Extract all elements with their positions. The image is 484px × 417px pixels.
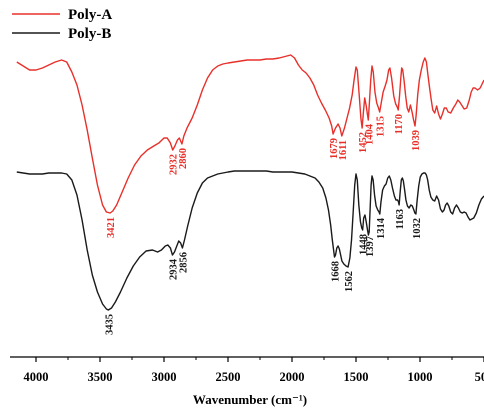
peak-label-poly-a-2932: 2932: [169, 154, 180, 175]
peak-label-poly-b-1314: 1314: [376, 217, 387, 239]
x-tick-label-3500: 3500: [88, 370, 113, 384]
peak-label-poly-a-1170: 1170: [394, 114, 405, 134]
peak-label-poly-b-1668: 1668: [331, 261, 342, 282]
x-tick-label-2000: 2000: [280, 370, 305, 384]
peak-label-poly-b-2934: 2934: [168, 258, 179, 280]
peak-label-poly-a-3421: 3421: [106, 217, 117, 238]
x-tick-label-4000: 4000: [24, 370, 49, 384]
peak-label-poly-a-1315: 1315: [376, 116, 387, 137]
legend: Poly-A Poly-B: [12, 7, 112, 42]
x-tick-label-1000: 1000: [408, 370, 433, 384]
peak-label-poly-b-1032: 1032: [412, 218, 423, 239]
peak-label-poly-a-1404: 1404: [364, 123, 375, 145]
peak-label-poly-b-2856: 2856: [178, 252, 189, 273]
peak-label-poly-b-1448: 1448: [359, 234, 370, 255]
x-tick-label-500: 500: [475, 370, 484, 384]
peak-label-poly-b-1163: 1163: [395, 209, 406, 229]
x-tick-label-3000: 3000: [152, 370, 177, 384]
peak-label-poly-b-1562: 1562: [344, 271, 355, 292]
legend-label-poly-a: Poly-A: [68, 7, 112, 23]
x-axis: 4000 3500 3000 2500 2000 1500 1000 500: [10, 356, 484, 384]
series-line-poly-b: [16, 170, 484, 311]
series-line-poly-a: [16, 54, 484, 214]
peak-label-poly-a-2860: 2860: [178, 148, 189, 169]
series-layer: [16, 54, 484, 311]
peak-label-poly-a-1679: 1679: [329, 138, 340, 159]
peak-label-poly-b-1397: 1397: [365, 236, 376, 257]
peak-label-poly-a-1039: 1039: [411, 130, 422, 151]
legend-label-poly-b: Poly-B: [68, 26, 111, 42]
x-tick-label-2500: 2500: [216, 370, 241, 384]
peak-label-poly-b-3435: 3435: [104, 314, 115, 335]
peak-label-poly-a-1452: 1452: [358, 132, 369, 153]
peak-label-poly-a-1611: 1611: [338, 140, 349, 160]
x-tick-label-1500: 1500: [344, 370, 369, 384]
x-axis-title: Wavenumber (cm⁻¹): [193, 392, 307, 407]
